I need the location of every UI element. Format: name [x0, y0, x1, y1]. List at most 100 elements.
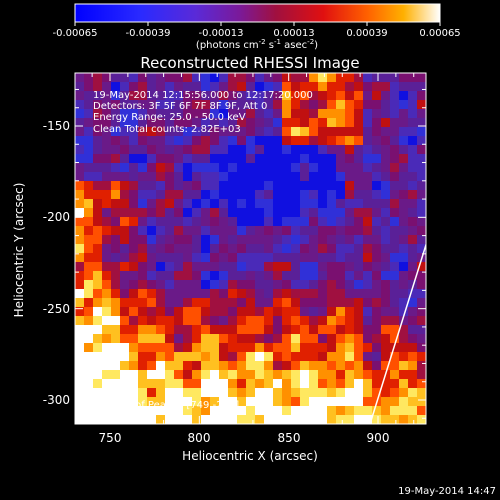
image-pixel: [183, 181, 193, 191]
image-pixel: [291, 235, 301, 245]
image-pixel: [102, 181, 112, 191]
image-pixel: [210, 181, 220, 191]
image-pixel: [408, 91, 418, 101]
image-pixel: [129, 154, 139, 164]
image-pixel: [309, 190, 319, 200]
y-tick-label: -200: [43, 210, 70, 224]
image-pixel: [255, 334, 265, 344]
image-pixel: [318, 244, 328, 254]
image-pixel: [201, 352, 211, 362]
image-pixel: [345, 280, 355, 290]
image-pixel: [372, 145, 382, 155]
image-pixel: [255, 280, 265, 290]
image-pixel: [336, 100, 346, 110]
image-pixel: [75, 388, 85, 398]
image-pixel: [102, 370, 112, 380]
image-pixel: [84, 280, 94, 290]
image-pixel: [93, 109, 103, 119]
image-pixel: [111, 100, 121, 110]
image-pixel: [183, 190, 193, 200]
image-pixel: [111, 73, 121, 83]
image-pixel: [93, 307, 103, 317]
image-pixel: [273, 361, 283, 371]
image-pixel: [210, 118, 220, 128]
image-pixel: [291, 100, 301, 110]
image-pixel: [246, 73, 256, 83]
image-pixel: [183, 145, 193, 155]
image-pixel: [219, 100, 229, 110]
image-pixel: [300, 127, 310, 137]
image-pixel: [408, 127, 418, 137]
image-pixel: [354, 298, 364, 308]
image-pixel: [111, 406, 121, 416]
image-pixel: [273, 307, 283, 317]
image-pixel: [372, 370, 382, 380]
image-pixel: [156, 82, 166, 92]
image-pixel: [345, 307, 355, 317]
image-pixel: [327, 325, 337, 335]
image-pixel: [372, 217, 382, 227]
image-pixel: [345, 235, 355, 245]
image-pixel: [174, 109, 184, 119]
image-pixel: [318, 82, 328, 92]
image-pixel: [372, 289, 382, 299]
image-pixel: [345, 352, 355, 362]
image-pixel: [264, 316, 274, 326]
image-pixel: [399, 406, 409, 416]
image-pixel: [300, 253, 310, 263]
image-pixel: [255, 82, 265, 92]
image-pixel: [255, 145, 265, 155]
image-pixel: [417, 397, 426, 407]
image-pixel: [291, 226, 301, 236]
image-pixel: [417, 199, 426, 209]
image-pixel: [399, 415, 409, 424]
image-pixel: [129, 280, 139, 290]
image-pixel: [228, 208, 238, 218]
image-pixel: [111, 217, 121, 227]
image-pixel: [192, 109, 202, 119]
image-pixel: [93, 244, 103, 254]
image-pixel: [282, 361, 292, 371]
image-pixel: [102, 154, 112, 164]
image-pixel: [102, 73, 112, 83]
image-pixel: [399, 73, 409, 83]
image-pixel: [102, 253, 112, 263]
image-pixel: [300, 343, 310, 353]
image-pixel: [336, 325, 346, 335]
image-pixel: [111, 298, 121, 308]
image-pixel: [309, 388, 319, 398]
image-pixel: [300, 325, 310, 335]
image-pixel: [282, 415, 292, 424]
image-pixel: [129, 298, 139, 308]
image-pixel: [408, 298, 418, 308]
image-pixel: [102, 298, 112, 308]
image-pixel: [300, 271, 310, 281]
image-pixel: [147, 91, 157, 101]
image-pixel: [183, 262, 193, 272]
image-pixel: [93, 298, 103, 308]
image-pixel: [291, 91, 301, 101]
image-pixel: [246, 298, 256, 308]
image-pixel: [390, 397, 400, 407]
image-pixel: [138, 361, 148, 371]
y-tick-label: -150: [43, 119, 70, 133]
image-pixel: [273, 73, 283, 83]
image-pixel: [84, 388, 94, 398]
image-pixel: [246, 334, 256, 344]
image-pixel: [336, 91, 346, 101]
image-pixel: [300, 100, 310, 110]
image-pixel: [201, 334, 211, 344]
image-pixel: [318, 118, 328, 128]
image-pixel: [138, 235, 148, 245]
image-pixel: [156, 397, 166, 407]
image-pixel: [390, 163, 400, 173]
image-pixel: [111, 235, 121, 245]
image-pixel: [264, 82, 274, 92]
image-pixel: [336, 145, 346, 155]
image-pixel: [372, 244, 382, 254]
image-pixel: [138, 100, 148, 110]
image-pixel: [147, 199, 157, 209]
image-pixel: [273, 280, 283, 290]
image-pixel: [255, 253, 265, 263]
image-pixel: [138, 325, 148, 335]
